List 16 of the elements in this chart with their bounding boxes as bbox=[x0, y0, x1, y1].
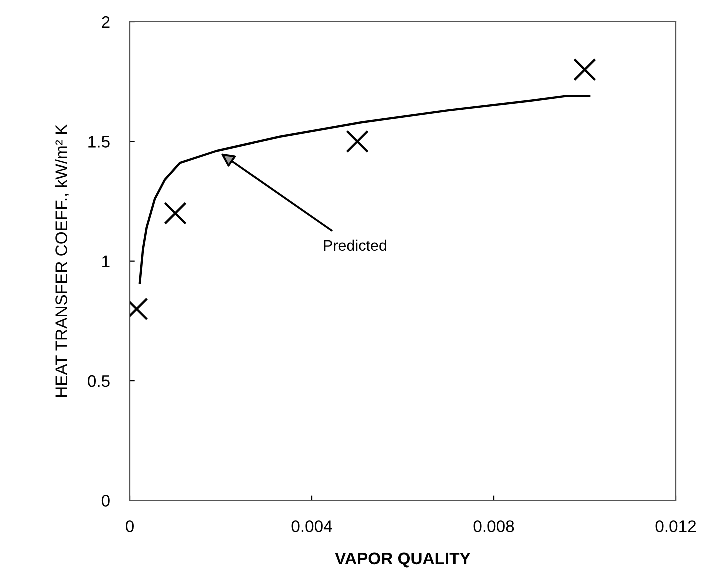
y-tick-label: 1.5 bbox=[88, 136, 110, 148]
x-tick-label: 0 bbox=[126, 520, 134, 532]
annotation: Predicted bbox=[324, 240, 387, 252]
y-tick-label: 0.5 bbox=[88, 375, 110, 388]
y-axis-title: HEAT TRANSFER COEFF., kW/m² K bbox=[55, 124, 70, 398]
x-tick-label: 0.012 bbox=[656, 520, 696, 532]
y-tick-label: 1 bbox=[102, 256, 110, 268]
x-tick-label: 0.004 bbox=[292, 520, 332, 532]
point bbox=[574, 58, 596, 82]
line-series bbox=[138, 95, 591, 284]
x-axis-title: VAPOR QUALITY bbox=[335, 552, 471, 568]
y-tick-label: 2 bbox=[102, 16, 110, 28]
y-tick-label: 0 bbox=[102, 495, 110, 507]
point bbox=[164, 202, 187, 225]
point bbox=[346, 130, 369, 154]
x-tick-label: 0.008 bbox=[474, 520, 514, 532]
